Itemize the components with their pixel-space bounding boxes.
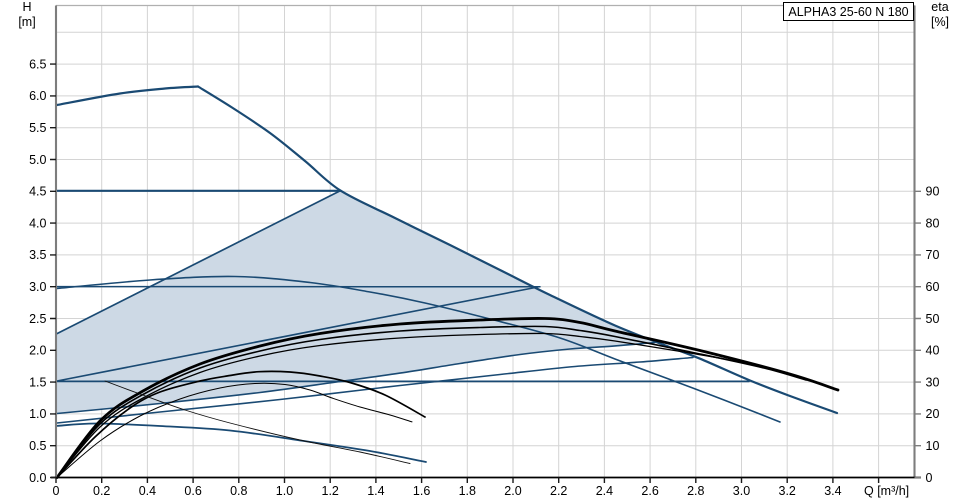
svg-text:ALPHA3 25-60 N 180: ALPHA3 25-60 N 180 [788, 5, 908, 19]
svg-text:3.5: 3.5 [29, 248, 46, 262]
svg-text:3.0: 3.0 [733, 484, 750, 498]
svg-text:eta: eta [931, 0, 948, 14]
svg-text:2.2: 2.2 [550, 484, 567, 498]
svg-text:2.6: 2.6 [641, 484, 658, 498]
svg-text:2.0: 2.0 [504, 484, 521, 498]
svg-text:1.2: 1.2 [322, 484, 339, 498]
svg-text:2.4: 2.4 [596, 484, 613, 498]
svg-text:1.8: 1.8 [459, 484, 476, 498]
svg-text:1.0: 1.0 [276, 484, 293, 498]
svg-text:H: H [22, 0, 31, 14]
svg-text:50: 50 [926, 312, 940, 326]
svg-text:10: 10 [926, 439, 940, 453]
svg-text:70: 70 [926, 248, 940, 262]
svg-text:1.4: 1.4 [367, 484, 384, 498]
svg-text:2.0: 2.0 [29, 344, 46, 358]
svg-text:0: 0 [53, 484, 60, 498]
svg-text:1.6: 1.6 [413, 484, 430, 498]
svg-text:0.8: 0.8 [230, 484, 247, 498]
svg-text:3.0: 3.0 [29, 280, 46, 294]
svg-text:6.0: 6.0 [29, 89, 46, 103]
svg-text:0: 0 [926, 471, 933, 485]
svg-text:30: 30 [926, 375, 940, 389]
svg-text:[%]: [%] [931, 15, 949, 29]
svg-text:2.5: 2.5 [29, 312, 46, 326]
svg-text:1.0: 1.0 [29, 407, 46, 421]
svg-text:0.6: 0.6 [184, 484, 201, 498]
svg-text:0.4: 0.4 [139, 484, 156, 498]
svg-text:3.4: 3.4 [824, 484, 841, 498]
svg-text:5.0: 5.0 [29, 153, 46, 167]
svg-text:20: 20 [926, 407, 940, 421]
svg-text:4.5: 4.5 [29, 185, 46, 199]
svg-text:40: 40 [926, 344, 940, 358]
svg-text:0.2: 0.2 [93, 484, 110, 498]
svg-text:80: 80 [926, 216, 940, 230]
svg-text:Q [m³/h]: Q [m³/h] [864, 484, 909, 498]
svg-text:[m]: [m] [18, 15, 35, 29]
svg-text:0.5: 0.5 [29, 439, 46, 453]
svg-text:90: 90 [926, 185, 940, 199]
svg-text:3.2: 3.2 [779, 484, 796, 498]
svg-text:1.5: 1.5 [29, 375, 46, 389]
svg-text:6.5: 6.5 [29, 57, 46, 71]
svg-text:60: 60 [926, 280, 940, 294]
svg-text:5.5: 5.5 [29, 121, 46, 135]
svg-text:2.8: 2.8 [687, 484, 704, 498]
svg-text:0.0: 0.0 [29, 471, 46, 485]
svg-text:4.0: 4.0 [29, 216, 46, 230]
